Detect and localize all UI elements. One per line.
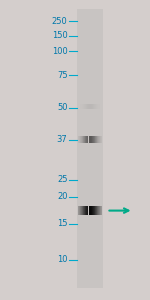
Bar <box>91 136 92 143</box>
Bar <box>81 136 82 143</box>
Text: 10: 10 <box>57 255 68 264</box>
Bar <box>91 206 92 215</box>
Bar <box>99 104 100 109</box>
Bar <box>95 206 96 215</box>
Text: 15: 15 <box>57 219 68 228</box>
Bar <box>81 206 82 215</box>
Bar <box>89 104 90 109</box>
Bar <box>82 206 83 215</box>
Bar <box>101 206 102 215</box>
Bar <box>79 136 80 143</box>
Bar <box>83 104 84 109</box>
Bar <box>86 136 87 143</box>
Bar <box>90 206 91 215</box>
Bar <box>78 136 79 143</box>
Bar <box>83 206 84 215</box>
Bar <box>87 206 88 215</box>
Bar <box>100 136 101 143</box>
Bar <box>82 136 83 143</box>
Bar <box>99 136 100 143</box>
Text: 50: 50 <box>57 103 68 112</box>
Bar <box>90 104 91 109</box>
Bar <box>85 104 86 109</box>
Text: 25: 25 <box>57 176 68 184</box>
Bar <box>85 136 86 143</box>
Text: 150: 150 <box>52 32 68 40</box>
Text: 37: 37 <box>57 135 68 144</box>
Bar <box>88 136 89 143</box>
Bar <box>80 104 81 109</box>
Bar <box>92 206 93 215</box>
Bar <box>97 104 98 109</box>
Text: 250: 250 <box>52 16 68 26</box>
Bar <box>84 104 85 109</box>
Bar <box>100 206 101 215</box>
Bar <box>94 104 95 109</box>
Bar <box>98 104 99 109</box>
Text: 100: 100 <box>52 46 68 56</box>
Bar <box>95 104 96 109</box>
Bar <box>89 136 90 143</box>
Bar <box>87 104 88 109</box>
Bar <box>84 136 85 143</box>
Bar <box>87 136 88 143</box>
Bar <box>95 136 96 143</box>
Bar <box>86 206 87 215</box>
Bar <box>88 104 89 109</box>
Bar <box>96 206 97 215</box>
Bar <box>93 136 94 143</box>
Bar <box>83 136 84 143</box>
Text: 75: 75 <box>57 70 68 80</box>
Bar <box>92 136 93 143</box>
Bar <box>89 206 90 215</box>
Bar <box>76 9 103 288</box>
Bar <box>80 136 81 143</box>
Text: 20: 20 <box>57 192 68 201</box>
Bar <box>93 104 94 109</box>
Bar <box>90 136 91 143</box>
Bar <box>91 104 92 109</box>
Bar <box>101 136 102 143</box>
Bar <box>96 136 97 143</box>
Bar <box>85 104 86 109</box>
Bar <box>78 206 79 215</box>
Bar <box>84 206 85 215</box>
Bar <box>80 206 81 215</box>
Bar <box>97 136 98 143</box>
Bar <box>99 206 100 215</box>
Bar <box>94 136 95 143</box>
Bar <box>98 136 99 143</box>
Bar <box>88 206 89 215</box>
Bar <box>85 206 86 215</box>
Bar <box>97 206 98 215</box>
Bar <box>79 206 80 215</box>
Bar <box>94 206 95 215</box>
Bar <box>93 206 94 215</box>
Bar <box>81 104 82 109</box>
Bar <box>98 206 99 215</box>
Bar <box>82 104 83 109</box>
Bar <box>86 104 87 109</box>
Bar <box>96 104 97 109</box>
Bar <box>92 104 93 109</box>
